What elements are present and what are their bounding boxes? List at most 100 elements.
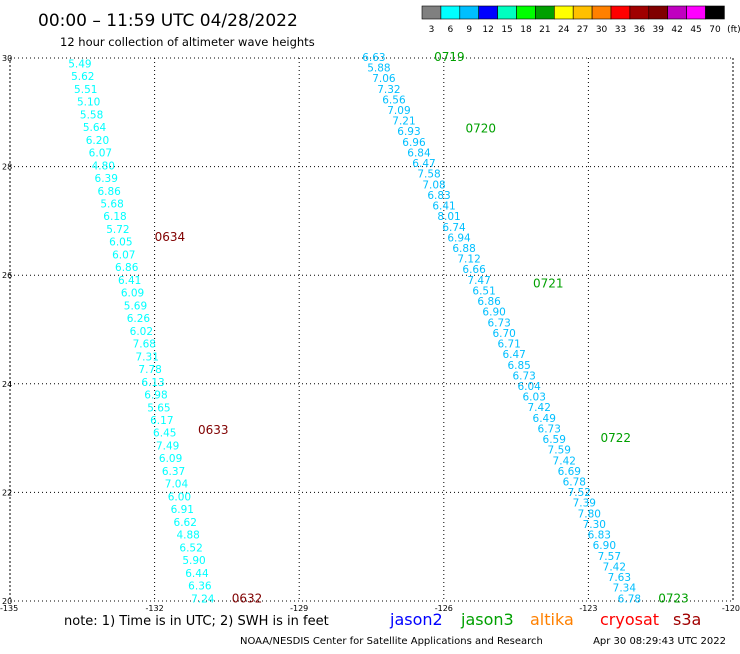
wave-height-point: 6.86 xyxy=(115,262,139,274)
wave-height-point: 7.12 xyxy=(457,254,480,266)
scale-swatch xyxy=(421,5,442,20)
wave-height-point: 5.69 xyxy=(124,300,147,312)
scale-swatch xyxy=(553,5,574,20)
scale-label: 6 xyxy=(447,25,453,35)
x-axis-tick-labels: -135 -132 -129 -126 -123 -120 xyxy=(0,604,740,613)
y-tick-label: 28 xyxy=(2,163,12,172)
wave-height-point: 7.06 xyxy=(372,73,396,85)
wave-height-point: 6.93 xyxy=(397,126,420,138)
mission-name: s3a xyxy=(673,610,701,629)
wave-height-point: 6.37 xyxy=(162,466,185,478)
wave-height-point: 5.65 xyxy=(147,402,170,414)
wave-height-point: 7.68 xyxy=(133,339,156,351)
scale-label: 15 xyxy=(501,25,512,35)
wave-height-point: 6.83 xyxy=(427,190,450,202)
wave-height-point: 6.85 xyxy=(507,360,530,372)
wave-height-point: 6.39 xyxy=(95,173,118,185)
wave-height-point: 5.51 xyxy=(74,84,97,96)
y-tick-label: 20 xyxy=(2,597,12,606)
wave-height-point: 6.56 xyxy=(382,94,406,106)
scale-label: 70 xyxy=(709,25,721,35)
wave-height-point: 7.30 xyxy=(583,519,606,531)
wave-height-point: 7.31 xyxy=(136,351,159,363)
scale-label: 21 xyxy=(539,25,550,35)
x-tick-label: -132 xyxy=(146,604,164,613)
scale-label: (ft) xyxy=(727,25,740,35)
wave-height-point: 6.59 xyxy=(543,434,566,446)
wave-height-point: 6.20 xyxy=(86,135,109,147)
scale-swatch xyxy=(516,5,536,20)
wave-height-point: 7.78 xyxy=(138,364,161,376)
scale-label: 24 xyxy=(558,25,570,35)
wave-height-point: 6.36 xyxy=(188,581,212,593)
footer-timestamp: Apr 30 08:29:43 UTC 2022 xyxy=(593,636,726,647)
x-tick-label: -123 xyxy=(579,604,597,613)
wave-height-point: 6.86 xyxy=(97,186,121,198)
wave-height-point: 6.73 xyxy=(487,317,510,329)
wave-height-point: 6.96 xyxy=(402,137,426,149)
wave-height-point: 6.69 xyxy=(558,466,581,478)
wave-height-point: 6.00 xyxy=(168,491,191,503)
scale-label: 36 xyxy=(634,25,646,35)
scale-label: 42 xyxy=(671,25,682,35)
chart-subtitle: 12 hour collection of altimeter wave hei… xyxy=(60,35,315,49)
wave-height-point: 6.09 xyxy=(159,453,182,465)
wave-height-point: 7.09 xyxy=(387,105,410,117)
wave-height-point: 8.01 xyxy=(437,211,460,223)
wave-height-point: 6.52 xyxy=(179,542,202,554)
pass-time-label: 0722 xyxy=(600,431,631,445)
wave-height-point: 7.52 xyxy=(568,487,591,499)
wave-height-point: 7.34 xyxy=(613,583,637,595)
wave-height-point: 7.49 xyxy=(156,440,179,452)
wave-height-point: 6.07 xyxy=(89,148,112,160)
wave-height-point: 7.24 xyxy=(191,593,215,605)
wave-height-point: 6.78 xyxy=(618,593,641,605)
wave-height-point: 7.80 xyxy=(578,508,601,520)
x-tick-label: -126 xyxy=(435,604,453,613)
wave-height-point: 7.57 xyxy=(598,551,621,563)
mission-name: altika xyxy=(530,610,574,629)
mission-name: cryosat xyxy=(600,610,659,629)
x-tick-label: -129 xyxy=(290,604,308,613)
wave-height-point: 6.70 xyxy=(492,328,515,340)
scale-label: 39 xyxy=(653,25,665,35)
wave-height-point: 6.02 xyxy=(130,326,153,338)
scale-swatch xyxy=(572,5,593,20)
y-axis-tick-labels: 20 22 24 26 28 30 xyxy=(2,54,12,606)
wave-height-point: 7.39 xyxy=(573,498,596,510)
wave-height-point: 7.42 xyxy=(603,561,626,573)
y-tick-label: 22 xyxy=(2,488,12,497)
wave-height-point: 7.32 xyxy=(377,84,400,96)
wave-height-point: 6.47 xyxy=(412,158,435,170)
wave-height-point: 6.90 xyxy=(482,307,505,319)
wave-height-point: 6.03 xyxy=(523,392,546,404)
wave-height-point: 5.64 xyxy=(83,122,107,134)
wave-height-point: 6.41 xyxy=(118,275,141,287)
wave-height-point: 6.41 xyxy=(432,201,455,213)
wave-height-point: 6.13 xyxy=(141,377,164,389)
mission-name: jason3 xyxy=(460,610,514,629)
wave-height-point: 6.51 xyxy=(472,285,495,297)
scale-swatch xyxy=(459,5,479,20)
wave-height-point: 5.88 xyxy=(367,63,390,75)
scale-swatch xyxy=(686,5,706,20)
wave-height-point: 5.49 xyxy=(68,58,91,70)
wave-height-point: 6.78 xyxy=(563,477,586,489)
pass-time-label: 0634 xyxy=(155,230,186,244)
scale-label: 18 xyxy=(520,25,532,35)
wave-height-point: 6.62 xyxy=(174,517,197,529)
chart-title: 00:00 – 11:59 UTC 04/28/2022 xyxy=(38,11,298,31)
color-scale-legend: 3 6 9 12 15 18 21 24 27 30 33 36 39 42 45 70 (ft) xyxy=(421,5,740,35)
scale-label: 33 xyxy=(615,25,626,35)
scale-swatch xyxy=(648,5,668,20)
scale-swatch xyxy=(591,5,612,20)
pass-time-labels: 0634 0633 0632 0719 0720 0721 0722 0723 xyxy=(155,50,689,605)
wave-height-point: 5.90 xyxy=(182,555,205,567)
y-tick-label: 26 xyxy=(2,271,12,280)
wave-height-point: 6.88 xyxy=(452,243,475,255)
y-tick-label: 30 xyxy=(2,54,12,63)
scale-label: 12 xyxy=(482,25,493,35)
wave-height-point: 6.07 xyxy=(112,249,135,261)
